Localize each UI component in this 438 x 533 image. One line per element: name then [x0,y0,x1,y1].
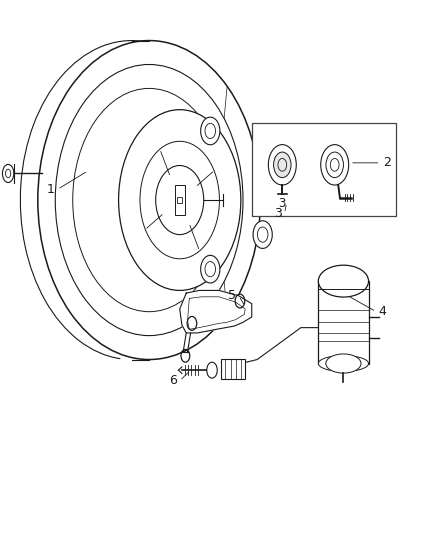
Text: 5: 5 [228,289,236,302]
Bar [175,185,184,215]
Ellipse shape [119,110,241,290]
Ellipse shape [38,41,261,360]
Bar [221,359,245,379]
Text: 1: 1 [47,183,55,196]
Ellipse shape [253,221,272,248]
Ellipse shape [55,64,243,336]
Bar [318,281,368,364]
Polygon shape [180,290,252,333]
Text: 3: 3 [274,207,282,220]
Ellipse shape [274,152,291,177]
Ellipse shape [318,356,368,372]
Ellipse shape [253,152,272,179]
Ellipse shape [155,165,204,235]
Ellipse shape [268,144,296,185]
Text: 2: 2 [383,156,391,169]
Bar [177,198,182,203]
Ellipse shape [3,165,14,182]
Ellipse shape [318,265,368,297]
Ellipse shape [201,255,220,283]
Ellipse shape [207,362,217,378]
Ellipse shape [326,354,361,373]
Text: 4: 4 [379,305,387,318]
Bar [252,123,396,216]
Text: 6: 6 [169,374,177,387]
Ellipse shape [321,144,349,185]
Text: 3: 3 [279,197,286,209]
Ellipse shape [201,117,220,145]
Ellipse shape [73,88,226,312]
Polygon shape [187,297,245,329]
